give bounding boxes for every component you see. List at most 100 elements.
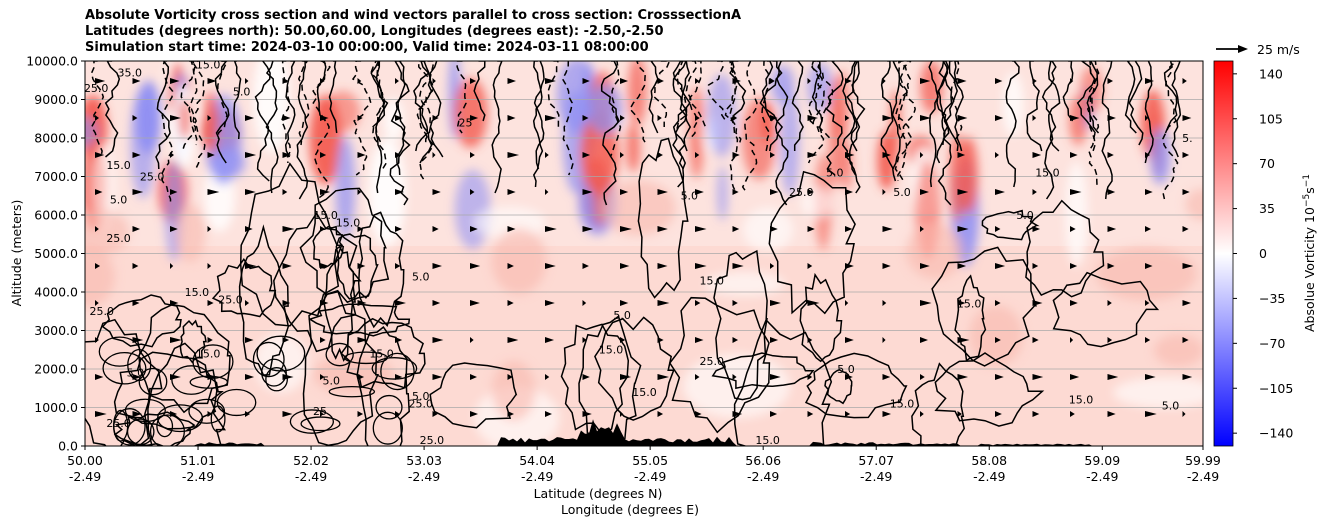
wind-vector <box>1182 374 1193 380</box>
wind-vector <box>507 226 516 232</box>
wind-vector <box>432 152 436 158</box>
contour-line <box>101 294 182 348</box>
wind-vector <box>920 300 932 306</box>
contour-line <box>418 61 435 146</box>
contour-line <box>928 61 939 188</box>
contour-line <box>1052 271 1160 348</box>
contour-line <box>945 61 959 152</box>
contour-line <box>147 342 227 446</box>
contour-line <box>1025 61 1043 152</box>
wind-vector <box>1107 300 1112 306</box>
wind-vector <box>845 115 850 121</box>
wind-vector <box>470 226 478 232</box>
colorbar-gradient <box>1213 60 1234 447</box>
vorticity-cell <box>626 122 641 173</box>
wind-vector <box>432 189 441 195</box>
wind-vector <box>1070 78 1074 84</box>
wind-vector <box>657 226 668 232</box>
wind-vector <box>807 226 815 232</box>
contour-line <box>1163 61 1178 134</box>
wind-vector <box>732 115 738 121</box>
wind-vector <box>620 300 629 306</box>
wind-vector <box>1145 78 1155 84</box>
contour-label: 25.0 <box>218 294 243 307</box>
wind-vector <box>582 78 590 84</box>
contour-line <box>473 61 486 122</box>
contour-label: 15.0 <box>957 297 982 310</box>
vorticity-cell <box>204 91 218 155</box>
wind-vector <box>732 337 739 343</box>
wind-vector <box>620 226 632 232</box>
contour-label: 5.0 <box>233 86 251 99</box>
contour-line <box>547 61 560 127</box>
vorticity-cell <box>324 91 361 133</box>
wind-vector <box>620 152 624 158</box>
contour-line <box>127 348 152 382</box>
wind-vector <box>95 78 106 84</box>
wind-vector <box>170 263 174 269</box>
contour-label: 15.0 <box>196 347 221 360</box>
contour-line <box>308 303 411 337</box>
wind-vector <box>507 374 513 380</box>
wind-vector <box>957 411 963 417</box>
contour-line <box>733 318 833 446</box>
wind-vector <box>1182 152 1190 158</box>
plot-area: 35.025.015.025.015.05.0255.025.015.015.0… <box>84 60 1204 447</box>
y-axis-label: Altitude (meters) <box>9 200 24 307</box>
contour-line <box>98 336 141 367</box>
wind-vector <box>432 300 441 306</box>
quiver-key-arrow-head <box>1238 45 1248 53</box>
wind-vector <box>245 300 250 306</box>
wind-vector <box>95 152 105 158</box>
wind-vector <box>882 78 886 84</box>
wind-vector <box>432 115 439 121</box>
wind-vector <box>207 411 213 417</box>
wind-vector <box>432 78 436 84</box>
x-axis: 50.00-2.4951.01-2.4952.02-2.4953.03-2.49… <box>67 446 1221 484</box>
wind-vector <box>170 226 178 232</box>
wind-vector <box>507 300 514 306</box>
y-tick-label: 6000.0 <box>34 208 78 223</box>
wind-vector <box>1032 411 1040 417</box>
colorbar-tick-label: −140 <box>1259 426 1293 441</box>
wind-vector <box>320 78 325 84</box>
wind-vector <box>1107 152 1114 158</box>
contour-line <box>171 365 212 395</box>
wind-vector <box>470 152 475 158</box>
contour-label: 25.0 <box>420 434 445 447</box>
wind-vector <box>132 115 138 121</box>
contour-line <box>325 342 354 367</box>
contour-line <box>351 61 372 176</box>
wind-vector <box>95 226 99 232</box>
contour-line <box>689 61 707 128</box>
contour-line <box>102 352 147 385</box>
wind-vector <box>1032 226 1041 232</box>
wind-vector <box>395 300 407 306</box>
wind-vector <box>1145 374 1156 380</box>
contour-label: 5.0 <box>613 309 631 322</box>
wind-vector <box>882 374 891 380</box>
contour-label: 25.0 <box>699 355 724 368</box>
wind-vector <box>245 411 251 417</box>
wind-vector <box>357 152 366 158</box>
vorticity-cell <box>627 61 647 126</box>
vorticity-cell <box>780 89 800 196</box>
contour-line <box>668 296 771 434</box>
wind-vector <box>1182 189 1190 195</box>
contour-label: 5.0 <box>893 186 911 199</box>
wind-vector <box>807 152 818 158</box>
wind-vector <box>245 226 253 232</box>
wind-vector <box>357 411 364 417</box>
wind-vector <box>770 152 776 158</box>
wind-vector <box>957 78 967 84</box>
wind-vector <box>995 411 1002 417</box>
wind-vector <box>207 189 220 195</box>
wind-vector <box>395 263 401 269</box>
wind-vector <box>1182 226 1189 232</box>
wind-vector <box>995 189 1005 195</box>
wind-vector <box>1107 263 1115 269</box>
contour-line <box>653 61 671 127</box>
wind-vector <box>1070 300 1078 306</box>
contour-line <box>711 352 815 390</box>
wind-vector <box>1145 300 1150 306</box>
